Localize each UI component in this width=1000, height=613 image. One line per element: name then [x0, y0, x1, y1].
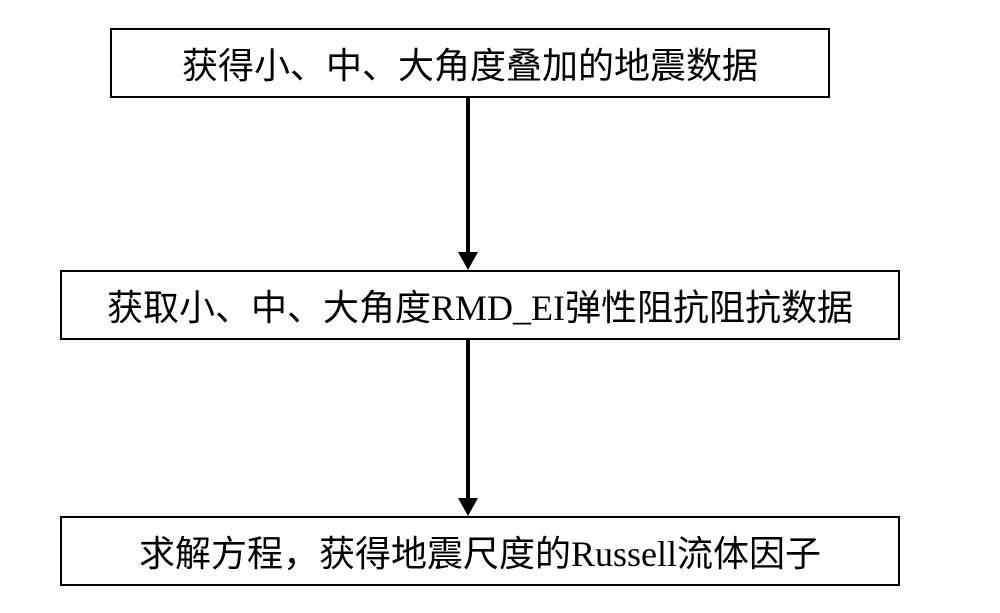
flowchart-edge-2-head: [458, 498, 478, 516]
flowchart-edge-1-head: [458, 252, 478, 270]
flowchart-node-3-label: 求解方程，获得地震尺度的Russell流体因子: [139, 525, 821, 577]
flowchart-node-3: 求解方程，获得地震尺度的Russell流体因子: [60, 516, 900, 586]
flowchart-node-2: 获取小、中、大角度RMD_EI弹性阻抗阻抗数据: [60, 270, 900, 340]
flowchart-node-2-label: 获取小、中、大角度RMD_EI弹性阻抗阻抗数据: [107, 279, 853, 331]
flowchart-canvas: 获得小、中、大角度叠加的地震数据 获取小、中、大角度RMD_EI弹性阻抗阻抗数据…: [0, 0, 1000, 613]
flowchart-node-1: 获得小、中、大角度叠加的地震数据: [110, 28, 830, 98]
flowchart-node-1-label: 获得小、中、大角度叠加的地震数据: [182, 37, 758, 89]
flowchart-edge-2-line: [466, 340, 470, 498]
flowchart-edge-1-line: [466, 98, 470, 252]
